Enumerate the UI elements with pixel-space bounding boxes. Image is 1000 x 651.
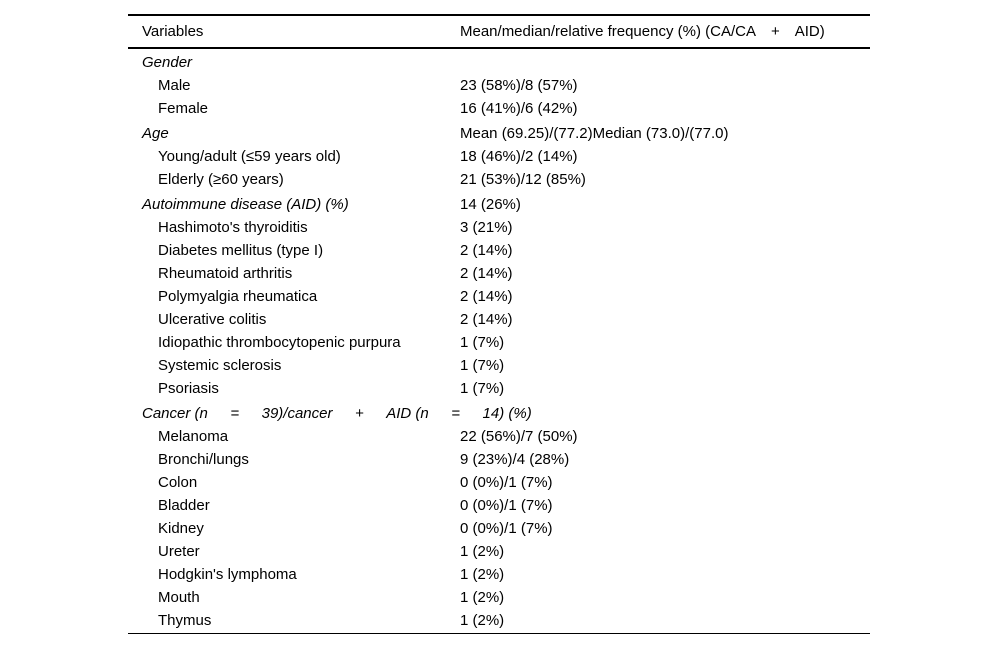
row-label: Age <box>142 125 169 142</box>
row-value: 1 (7%) <box>460 380 505 397</box>
row-label: Cancer (n = 39)/cancer + AID (n = 14) (%… <box>142 405 532 422</box>
table-row: Hashimoto's thyroiditis 3 (21%) <box>128 216 870 239</box>
row-label: Bladder <box>158 497 210 514</box>
table-row: Bronchi/lungs 9 (23%)/4 (28%) <box>128 448 870 471</box>
row-label: Hodgkin's lymphoma <box>158 566 297 583</box>
table-row: Thymus 1 (2%) <box>128 609 870 632</box>
row-value: Mean (69.25)/(77.2)Median (73.0)/(77.0) <box>460 125 729 142</box>
row-label: Kidney <box>158 520 204 537</box>
table-header-row: Variables Mean/median/relative frequency… <box>128 14 870 49</box>
table-body: Gender Male 23 (58%)/8 (57%) Female 16 (41%)… <box>128 49 870 634</box>
row-value: 22 (56%)/7 (50%) <box>460 428 578 445</box>
column-header-variables: Variables <box>142 23 204 40</box>
row-label: Male <box>158 77 191 94</box>
row-label: Systemic sclerosis <box>158 357 282 374</box>
row-label: Bronchi/lungs <box>158 451 249 468</box>
table-row: Elderly (≥60 years) 21 (53%)/12 (85%) <box>128 168 870 191</box>
row-label: Mouth <box>158 589 200 606</box>
table-row: Polymyalgia rheumatica 2 (14%) <box>128 285 870 308</box>
table-row: Colon 0 (0%)/1 (7%) <box>128 471 870 494</box>
table-row: Female 16 (41%)/6 (42%) <box>128 97 870 120</box>
row-value: 0 (0%)/1 (7%) <box>460 497 553 514</box>
table-row: Young/adult (≤59 years old) 18 (46%)/2 (1… <box>128 145 870 168</box>
table-row: Melanoma 22 (56%)/7 (50%) <box>128 425 870 448</box>
table-row: Idiopathic thrombocytopenic purpura 1 (7%… <box>128 331 870 354</box>
row-value: 2 (14%) <box>460 242 513 259</box>
row-label: Idiopathic thrombocytopenic purpura <box>158 334 401 351</box>
row-value: 0 (0%)/1 (7%) <box>460 474 553 491</box>
row-label: Melanoma <box>158 428 229 445</box>
row-value: 1 (7%) <box>460 357 505 374</box>
row-value: 0 (0%)/1 (7%) <box>460 520 553 537</box>
row-label: Autoimmune disease (AID) (%) <box>142 196 349 213</box>
row-label: Gender <box>142 54 193 71</box>
table-row: Psoriasis 1 (7%) <box>128 377 870 400</box>
row-label: Rheumatoid arthritis <box>158 265 293 282</box>
row-value: 14 (26%) <box>460 196 521 213</box>
row-label: Ulcerative colitis <box>158 311 267 328</box>
row-label: Polymyalgia rheumatica <box>158 288 318 305</box>
table-row: Systemic sclerosis 1 (7%) <box>128 354 870 377</box>
row-value: 1 (2%) <box>460 589 505 606</box>
table-row: Gender <box>128 51 870 74</box>
table-row: Cancer (n = 39)/cancer + AID (n = 14) (%… <box>128 402 870 425</box>
row-value: 16 (41%)/6 (42%) <box>460 100 578 117</box>
table-row: Mouth 1 (2%) <box>128 586 870 609</box>
row-value: 1 (2%) <box>460 566 505 583</box>
row-value: 9 (23%)/4 (28%) <box>460 451 570 468</box>
row-value: 1 (2%) <box>460 543 505 560</box>
row-value: 23 (58%)/8 (57%) <box>460 77 578 94</box>
row-label: Psoriasis <box>158 380 219 397</box>
table-row: Autoimmune disease (AID) (%) 14 (26%) <box>128 193 870 216</box>
row-label: Ureter <box>158 543 200 560</box>
row-label: Diabetes mellitus (type I) <box>158 242 324 259</box>
row-value: 1 (7%) <box>460 334 505 351</box>
row-label: Elderly (≥60 years) <box>158 171 284 188</box>
row-label: Thymus <box>158 612 212 629</box>
row-label: Colon <box>158 474 198 491</box>
row-value: 21 (53%)/12 (85%) <box>460 171 586 188</box>
table-row: Ulcerative colitis 2 (14%) <box>128 308 870 331</box>
row-label: Hashimoto's thyroiditis <box>158 219 308 236</box>
row-value: 1 (2%) <box>460 612 505 629</box>
patient-characteristics-table: Variables Mean/median/relative frequency… <box>128 14 870 634</box>
table-row: Male 23 (58%)/8 (57%) <box>128 74 870 97</box>
table-row: Hodgkin's lymphoma 1 (2%) <box>128 563 870 586</box>
row-label: Female <box>158 100 209 117</box>
table-row: Kidney 0 (0%)/1 (7%) <box>128 517 870 540</box>
row-value: 2 (14%) <box>460 265 513 282</box>
table-row: Age Mean (69.25)/(77.2)Median (73.0)/(77.… <box>128 122 870 145</box>
column-header-mean-median-frequency: Mean/median/relative frequency (%) (CA/C… <box>460 23 825 40</box>
row-value: 3 (21%) <box>460 219 513 236</box>
row-value: 2 (14%) <box>460 311 513 328</box>
row-label: Young/adult (≤59 years old) <box>158 148 341 165</box>
table-row: Rheumatoid arthritis 2 (14%) <box>128 262 870 285</box>
table-row: Diabetes mellitus (type I) 2 (14%) <box>128 239 870 262</box>
row-value: 2 (14%) <box>460 288 513 305</box>
table-row: Ureter 1 (2%) <box>128 540 870 563</box>
row-value: 18 (46%)/2 (14%) <box>460 148 578 165</box>
table-row: Bladder 0 (0%)/1 (7%) <box>128 494 870 517</box>
